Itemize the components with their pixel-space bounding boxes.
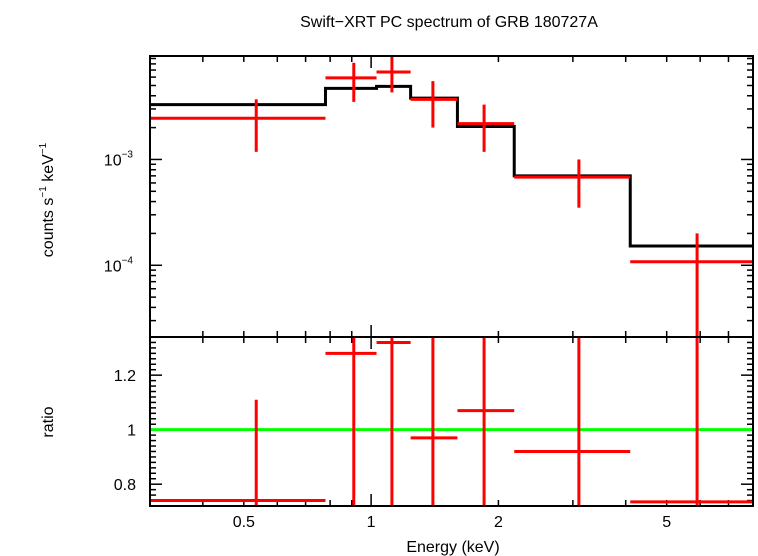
spectrum-y-tick-label: 10−3 — [104, 149, 134, 169]
ratio-y-tick-label: 0.8 — [114, 477, 136, 494]
ratio-panel-frame — [149, 336, 754, 507]
ratio-y-tick-label: 1.2 — [114, 368, 136, 385]
spectrum-point-5 — [457, 104, 515, 152]
chart-title: Swift−XRT PC spectrum of GRB 180727A — [300, 14, 598, 31]
x-tick-label: 0.5 — [233, 514, 255, 531]
ratio-point-4 — [410, 337, 458, 506]
spectrum-y-axis-label: counts s−1 keV−1 — [38, 142, 57, 257]
model-step-line — [150, 84, 753, 248]
spectrum-point-6 — [514, 159, 631, 208]
spectrum-point-4 — [410, 81, 458, 128]
x-tick-label: 5 — [662, 514, 671, 531]
x-axis-label: Energy (keV) — [406, 539, 499, 556]
spectrum-point-7 — [630, 233, 753, 337]
spectrum-y-tick-label: 10−4 — [104, 255, 134, 275]
spectrum-panel: counts s−1 keV−1 10−3 10−4 — [38, 55, 754, 338]
model-step-curve — [150, 84, 753, 248]
ratio-point-6 — [514, 337, 631, 506]
ratio-point-7 — [630, 337, 753, 506]
spectrum-point-3 — [376, 56, 411, 93]
ratio-data-points — [150, 337, 753, 506]
spectrum-data-points — [150, 56, 753, 337]
ratio-y-tick-label: 1 — [127, 423, 136, 440]
x-tick-label: 1 — [367, 514, 376, 531]
ratio-y-axis-label: ratio — [40, 406, 57, 437]
spectrum-point-1 — [150, 99, 326, 152]
ratio-point-5 — [457, 337, 515, 506]
spectrum-point-2 — [325, 62, 377, 102]
ratio-point-1 — [150, 399, 326, 506]
ratio-point-2 — [325, 337, 377, 506]
ratio-panel: ratio 0.8 1 1.2 0.5 1 2 5 — [40, 336, 754, 531]
x-tick-label: 2 — [494, 514, 503, 531]
spectrum-y-axis-label-text: counts s−1 keV−1 — [38, 142, 57, 257]
ratio-point-3 — [376, 337, 411, 506]
